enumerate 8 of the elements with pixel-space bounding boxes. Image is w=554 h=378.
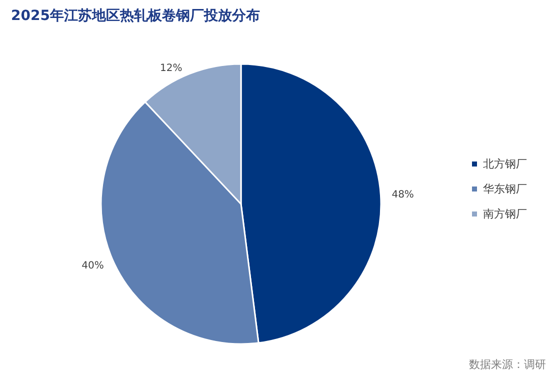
legend-label: 南方钢厂: [483, 208, 527, 220]
data-label: 12%: [160, 62, 182, 74]
source-note: 数据来源：调研: [469, 358, 546, 371]
data-label: 48%: [392, 189, 414, 200]
chart-title: 2025年江苏地区热轧板卷钢厂投放分布: [11, 8, 260, 24]
data-label: 40%: [82, 260, 104, 272]
legend-label: 华东钢厂: [483, 182, 527, 196]
legend-label: 北方钢厂: [483, 158, 527, 170]
